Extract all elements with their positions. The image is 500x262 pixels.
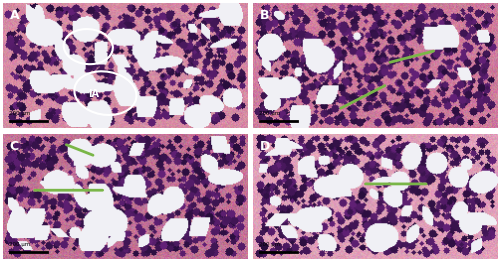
Text: 200 μm: 200 μm (8, 242, 30, 247)
Text: D: D (260, 140, 270, 153)
Text: 200 μm: 200 μm (8, 111, 30, 116)
Text: A: A (10, 9, 20, 22)
Text: C: C (10, 140, 19, 153)
Text: B: B (260, 9, 270, 22)
Text: 200 μm: 200 μm (258, 242, 280, 247)
Text: IA: IA (88, 89, 99, 99)
Text: 200 μm: 200 μm (258, 111, 280, 116)
